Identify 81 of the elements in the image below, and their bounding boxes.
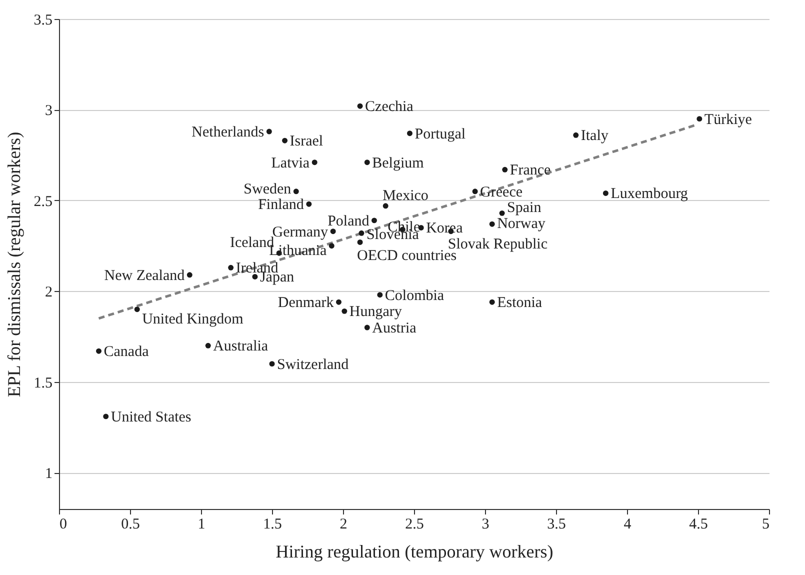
x-tick-label: 4	[624, 516, 632, 532]
point	[573, 132, 579, 138]
point	[489, 221, 495, 227]
point	[228, 264, 234, 270]
series-label: Denmark	[278, 295, 334, 312]
series-label: Finland	[258, 197, 304, 214]
point	[269, 361, 275, 367]
point	[377, 292, 383, 298]
series-label: Portugal	[414, 126, 466, 142]
series-label: Hungary	[349, 304, 402, 320]
point	[602, 190, 608, 196]
y-tick-label: 1	[45, 466, 52, 482]
point	[328, 243, 334, 249]
point	[472, 188, 478, 194]
point	[502, 166, 508, 172]
point	[336, 299, 342, 305]
y-tick-label: 2	[45, 284, 52, 301]
series-label: Switzerland	[277, 356, 350, 373]
point	[282, 138, 288, 144]
x-tick-label: 2	[340, 516, 348, 532]
y-axis-title: EPL for dismissals (regular workers)	[4, 132, 24, 398]
y-tick-label: 3	[45, 103, 52, 120]
series-label: Czechia	[365, 99, 414, 116]
point	[293, 188, 299, 194]
x-tick-label: 0.5	[121, 516, 140, 532]
point	[205, 342, 211, 348]
x-tick-label: 1	[198, 516, 206, 532]
series-label: Mexico	[382, 188, 428, 204]
point	[357, 103, 363, 109]
point	[96, 348, 102, 354]
point	[312, 160, 318, 166]
point	[266, 128, 272, 134]
point	[372, 218, 377, 224]
series-label: Italy	[580, 128, 609, 144]
x-tick-label: 2.5	[405, 516, 424, 532]
series-label: Colombia	[384, 288, 444, 304]
point	[696, 116, 702, 122]
series-label: Netherlands	[192, 124, 264, 141]
point	[134, 306, 140, 312]
series-label: New Zealand	[104, 268, 186, 284]
series-label: Luxembourg	[610, 186, 688, 202]
series-label: Estonia	[497, 295, 542, 312]
y-tick-label: 3.5	[34, 12, 52, 28]
point	[306, 201, 312, 207]
series-label: Sweden	[244, 181, 292, 198]
series-label: Austria	[372, 320, 417, 337]
series-label: Norway	[497, 216, 546, 232]
point	[382, 203, 388, 209]
point	[358, 230, 364, 236]
point	[364, 324, 370, 330]
point	[342, 308, 348, 314]
series-label: United States	[110, 409, 192, 426]
x-tick-label: 3.5	[547, 516, 566, 532]
point	[499, 210, 505, 216]
y-tick-label: 1.5	[34, 375, 52, 392]
x-tick-label: 3	[482, 516, 490, 532]
x-tick-label: 1.5	[263, 516, 282, 532]
series-label: Türkiye	[704, 112, 752, 128]
series-label: France	[510, 162, 552, 179]
point	[364, 160, 370, 166]
point	[330, 228, 336, 234]
x-tick-label: 0	[60, 516, 67, 532]
x-tick-label: 5	[762, 516, 770, 532]
series-label: Canada	[104, 344, 150, 360]
y-tick-label: 2.5	[34, 194, 52, 210]
series-label: Spain	[507, 200, 542, 216]
point	[357, 239, 363, 245]
series-label: United Kingdom	[142, 311, 244, 328]
series-label: Korea	[426, 220, 464, 237]
point	[489, 299, 495, 305]
x-axis-title: Hiring regulation (temporary workers)	[276, 542, 554, 562]
series-label: Latvia	[271, 155, 310, 172]
series-label: Belgium	[372, 155, 424, 172]
series-label: Australia	[213, 338, 268, 355]
point	[407, 130, 412, 136]
series-label: Germany	[272, 224, 329, 240]
series-label: Poland	[328, 213, 370, 230]
x-tick-label: 4.5	[689, 516, 708, 532]
series-label: Israel	[290, 134, 324, 150]
point	[103, 414, 109, 420]
point	[186, 272, 192, 278]
